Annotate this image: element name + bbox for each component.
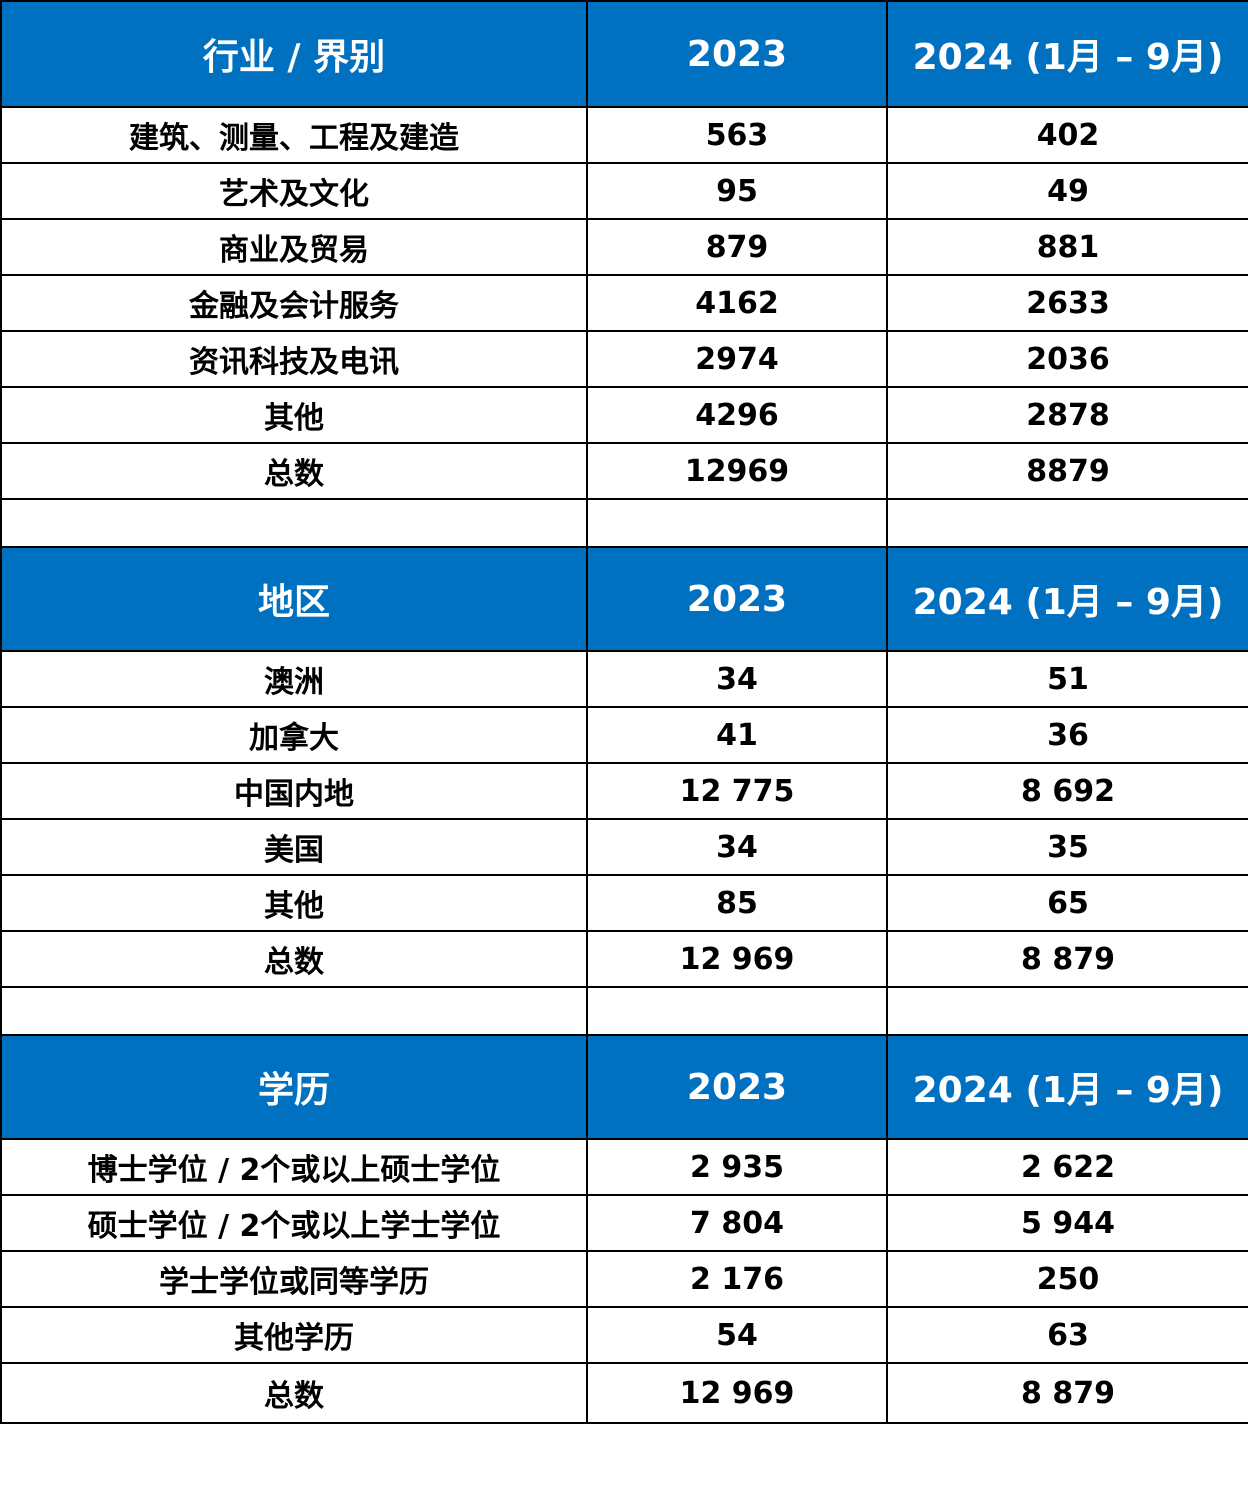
value-2024: 51: [886, 650, 1248, 708]
row-label: 加拿大: [0, 706, 588, 764]
spacer-cell: [0, 498, 588, 548]
value-2023: 2 935: [586, 1138, 888, 1196]
value-2023: 2974: [586, 330, 888, 388]
table-row: 商业及贸易 879 881: [0, 218, 1248, 276]
row-label: 其他学历: [0, 1306, 588, 1364]
value-2024: 35: [886, 818, 1248, 876]
value-2023: 12 775: [586, 762, 888, 820]
region-header-row: 地区 2023 2024 (1月 – 9月): [0, 546, 1248, 652]
value-2023: 4162: [586, 274, 888, 332]
table-row: 学士学位或同等学历 2 176 250: [0, 1250, 1248, 1308]
industry-header-2024: 2024 (1月 – 9月): [886, 0, 1248, 108]
row-label: 硕士学位 / 2个或以上学士学位: [0, 1194, 588, 1252]
value-2024: 36: [886, 706, 1248, 764]
spacer-cell: [0, 986, 588, 1036]
value-2024: 65: [886, 874, 1248, 932]
row-label: 金融及会计服务: [0, 274, 588, 332]
value-2023: 12 969: [586, 1362, 888, 1424]
region-header-label: 地区: [0, 546, 588, 652]
value-2024: 2036: [886, 330, 1248, 388]
spacer-row: [0, 986, 1248, 1036]
value-2024: 2 622: [886, 1138, 1248, 1196]
table-row: 硕士学位 / 2个或以上学士学位 7 804 5 944: [0, 1194, 1248, 1252]
table-row: 金融及会计服务 4162 2633: [0, 274, 1248, 332]
industry-header-label: 行业 / 界别: [0, 0, 588, 108]
education-header-label: 学历: [0, 1034, 588, 1140]
value-2024: 881: [886, 218, 1248, 276]
spacer-row: [0, 498, 1248, 548]
value-2023: 2 176: [586, 1250, 888, 1308]
value-2023: 54: [586, 1306, 888, 1364]
value-2023: 34: [586, 818, 888, 876]
value-2023: 563: [586, 106, 888, 164]
table-row: 其他学历 54 63: [0, 1306, 1248, 1364]
table-row: 中国内地 12 775 8 692: [0, 762, 1248, 820]
value-2023: 85: [586, 874, 888, 932]
value-2023: 95: [586, 162, 888, 220]
value-2023: 34: [586, 650, 888, 708]
row-label: 博士学位 / 2个或以上硕士学位: [0, 1138, 588, 1196]
value-2024: 2878: [886, 386, 1248, 444]
row-label: 美国: [0, 818, 588, 876]
row-label: 其他: [0, 386, 588, 444]
table-row: 资讯科技及电讯 2974 2036: [0, 330, 1248, 388]
value-2024: 8 879: [886, 930, 1248, 988]
value-2023: 12969: [586, 442, 888, 500]
total-row: 总数 12 969 8 879: [0, 1362, 1248, 1424]
value-2024: 8 692: [886, 762, 1248, 820]
value-2024: 49: [886, 162, 1248, 220]
row-label: 学士学位或同等学历: [0, 1250, 588, 1308]
table-row: 其他 85 65: [0, 874, 1248, 932]
table-row: 其他 4296 2878: [0, 386, 1248, 444]
spacer-cell: [586, 986, 888, 1036]
industry-header-2023: 2023: [586, 0, 888, 108]
value-2023: 7 804: [586, 1194, 888, 1252]
statistics-table: 行业 / 界别 2023 2024 (1月 – 9月) 建筑、测量、工程及建造 …: [0, 0, 1248, 1424]
table-row: 艺术及文化 95 49: [0, 162, 1248, 220]
table-row: 加拿大 41 36: [0, 706, 1248, 764]
spacer-cell: [886, 986, 1248, 1036]
row-label: 其他: [0, 874, 588, 932]
value-2024: 8879: [886, 442, 1248, 500]
table-row: 建筑、测量、工程及建造 563 402: [0, 106, 1248, 164]
value-2024: 8 879: [886, 1362, 1248, 1424]
industry-header-row: 行业 / 界别 2023 2024 (1月 – 9月): [0, 0, 1248, 108]
row-label: 资讯科技及电讯: [0, 330, 588, 388]
education-header-2024: 2024 (1月 – 9月): [886, 1034, 1248, 1140]
row-label: 澳洲: [0, 650, 588, 708]
row-label: 总数: [0, 1362, 588, 1424]
table-row: 美国 34 35: [0, 818, 1248, 876]
value-2024: 2633: [886, 274, 1248, 332]
value-2024: 250: [886, 1250, 1248, 1308]
table-row: 博士学位 / 2个或以上硕士学位 2 935 2 622: [0, 1138, 1248, 1196]
table-row: 澳洲 34 51: [0, 650, 1248, 708]
value-2024: 402: [886, 106, 1248, 164]
value-2023: 12 969: [586, 930, 888, 988]
row-label: 商业及贸易: [0, 218, 588, 276]
region-header-2024: 2024 (1月 – 9月): [886, 546, 1248, 652]
value-2024: 5 944: [886, 1194, 1248, 1252]
total-row: 总数 12969 8879: [0, 442, 1248, 500]
spacer-cell: [586, 498, 888, 548]
spacer-cell: [886, 498, 1248, 548]
value-2023: 4296: [586, 386, 888, 444]
row-label: 中国内地: [0, 762, 588, 820]
row-label: 建筑、测量、工程及建造: [0, 106, 588, 164]
row-label: 艺术及文化: [0, 162, 588, 220]
value-2023: 41: [586, 706, 888, 764]
row-label: 总数: [0, 930, 588, 988]
education-header-row: 学历 2023 2024 (1月 – 9月): [0, 1034, 1248, 1140]
value-2023: 879: [586, 218, 888, 276]
region-header-2023: 2023: [586, 546, 888, 652]
total-row: 总数 12 969 8 879: [0, 930, 1248, 988]
value-2024: 63: [886, 1306, 1248, 1364]
education-header-2023: 2023: [586, 1034, 888, 1140]
row-label: 总数: [0, 442, 588, 500]
